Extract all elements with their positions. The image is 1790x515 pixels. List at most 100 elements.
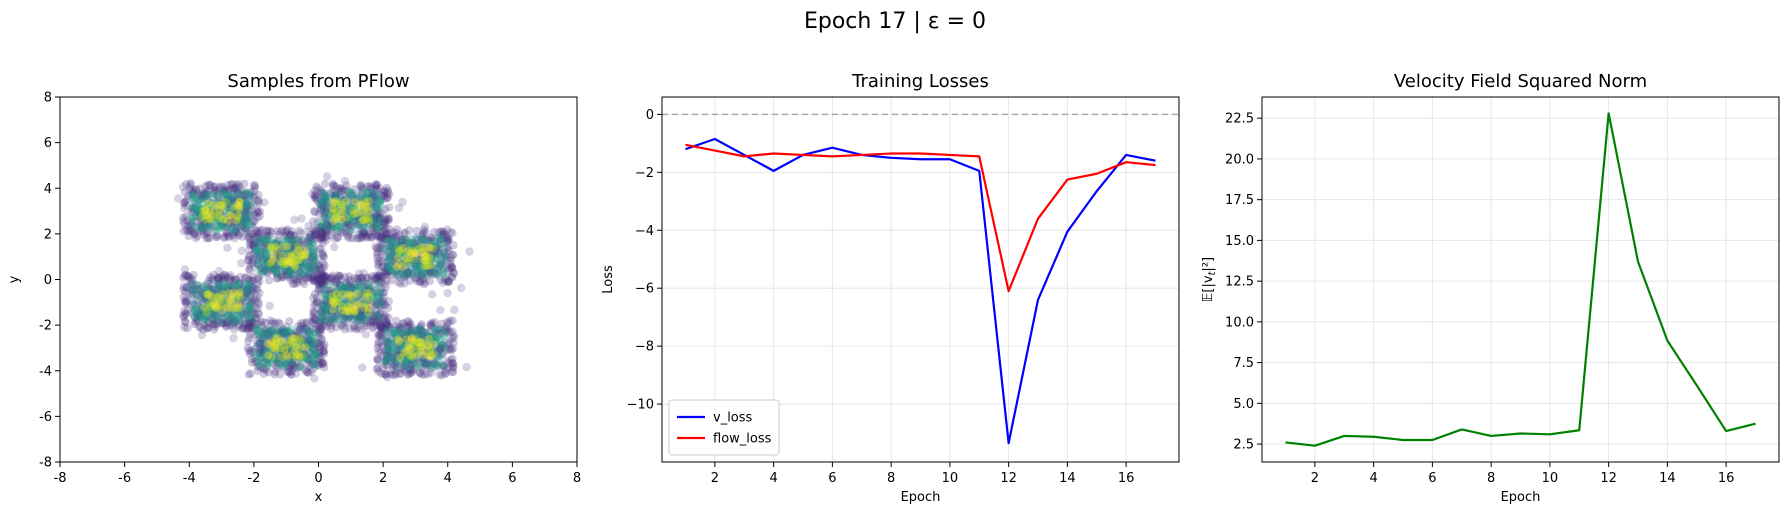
scatter-point bbox=[299, 241, 308, 251]
scatter-point bbox=[324, 209, 333, 219]
scatter-point bbox=[353, 192, 362, 201]
scatter-point bbox=[310, 230, 319, 240]
scatter-point bbox=[318, 196, 327, 205]
scatter-point bbox=[188, 190, 197, 199]
scatter-point bbox=[383, 303, 393, 313]
scatter-point bbox=[430, 363, 439, 372]
scatter-point bbox=[243, 311, 252, 320]
panel-title: Velocity Field Squared Norm bbox=[1394, 71, 1647, 92]
scatter-point bbox=[311, 191, 320, 200]
scatter-point bbox=[224, 207, 233, 216]
scatter-point bbox=[361, 203, 370, 212]
scatter-point bbox=[308, 233, 317, 242]
scatter-point bbox=[214, 193, 223, 203]
scatter-point bbox=[364, 214, 373, 223]
scatter-point bbox=[301, 274, 310, 283]
scatter-point bbox=[347, 188, 356, 197]
scatter-point bbox=[219, 182, 228, 192]
scatter-point bbox=[376, 196, 385, 205]
scatter-point bbox=[233, 280, 242, 289]
scatter-point bbox=[212, 213, 221, 222]
scatter-point bbox=[369, 223, 378, 233]
scatter-point bbox=[200, 190, 209, 200]
scatter-point bbox=[359, 217, 368, 226]
scatter-point bbox=[266, 327, 275, 336]
x-tick-label: 0 bbox=[314, 471, 322, 486]
scatter-point bbox=[259, 357, 268, 366]
scatter-point bbox=[319, 206, 328, 215]
scatter-point bbox=[196, 223, 206, 232]
scatter-point bbox=[363, 182, 372, 191]
scatter-point bbox=[242, 217, 251, 226]
scatter-point bbox=[232, 220, 242, 229]
scatter-point bbox=[252, 206, 262, 215]
scatter-point bbox=[336, 183, 346, 193]
scatter-point bbox=[241, 206, 250, 215]
scatter-cluster bbox=[237, 214, 343, 289]
scatter-point bbox=[366, 205, 375, 214]
scatter-point bbox=[190, 216, 200, 226]
scatter-point bbox=[198, 226, 207, 236]
scatter-point bbox=[318, 258, 328, 267]
scatter-point bbox=[362, 197, 371, 207]
scatter-point bbox=[379, 217, 388, 226]
scatter-point bbox=[320, 261, 329, 270]
scatter-point bbox=[225, 206, 234, 215]
x-tick-label: 8 bbox=[573, 471, 581, 486]
scatter-point bbox=[318, 197, 327, 206]
scatter-point bbox=[214, 266, 224, 276]
scatter-point bbox=[365, 232, 374, 242]
scatter-point bbox=[217, 221, 226, 230]
scatter-point bbox=[238, 221, 247, 230]
scatter-point bbox=[206, 180, 215, 189]
scatter-point bbox=[333, 226, 342, 236]
scatter-point bbox=[223, 196, 232, 205]
scatter-point bbox=[353, 204, 362, 213]
scatter-point bbox=[219, 221, 228, 230]
scatter-point bbox=[353, 221, 362, 230]
scatter-point bbox=[364, 215, 373, 224]
scatter-point bbox=[380, 191, 389, 200]
scatter-point bbox=[202, 191, 211, 200]
scatter-point bbox=[232, 216, 241, 225]
scatter-point bbox=[188, 193, 197, 202]
scatter-point bbox=[357, 185, 367, 194]
scatter-point bbox=[332, 190, 341, 199]
scatter-point bbox=[323, 199, 332, 208]
scatter-point bbox=[349, 185, 359, 194]
scatter-point bbox=[203, 290, 212, 299]
scatter-point bbox=[209, 207, 218, 216]
scatter-point bbox=[350, 197, 360, 207]
scatter-point bbox=[344, 292, 353, 301]
scatter-point bbox=[445, 316, 455, 326]
scatter-point bbox=[308, 189, 317, 199]
scatter-point bbox=[281, 266, 291, 275]
scatter-point bbox=[189, 196, 198, 205]
scatter-point bbox=[228, 196, 238, 206]
scatter-point bbox=[398, 197, 407, 207]
scatter-point bbox=[203, 200, 212, 209]
scatter-point bbox=[334, 202, 343, 211]
scatter-point bbox=[315, 321, 324, 330]
scatter-point bbox=[203, 234, 213, 243]
scatter-point bbox=[322, 220, 331, 229]
scatter-point bbox=[380, 186, 389, 196]
scatter-point bbox=[384, 216, 393, 225]
scatter-point bbox=[365, 182, 374, 191]
scatter-point bbox=[341, 197, 350, 206]
scatter-point bbox=[212, 223, 221, 232]
scatter-point bbox=[240, 219, 249, 228]
scatter-point bbox=[394, 260, 403, 269]
scatter-point bbox=[372, 212, 381, 222]
scatter-point bbox=[349, 194, 358, 203]
scatter-point bbox=[332, 220, 341, 230]
x-tick-label: 14 bbox=[1659, 471, 1676, 486]
scatter-point bbox=[328, 208, 337, 217]
scatter-point bbox=[278, 272, 287, 281]
scatter-point bbox=[330, 218, 339, 227]
scatter-point bbox=[231, 212, 240, 221]
scatter-point bbox=[331, 203, 340, 212]
scatter-point bbox=[372, 222, 381, 231]
scatter-point bbox=[349, 216, 358, 225]
scatter-point bbox=[439, 361, 448, 370]
